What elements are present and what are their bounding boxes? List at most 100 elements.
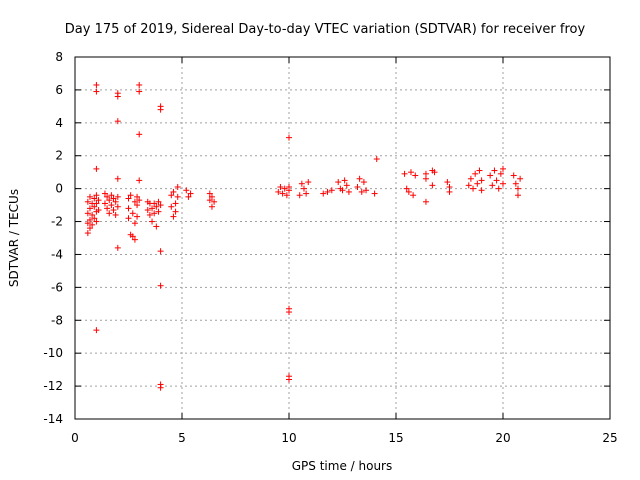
data-point (84, 198, 91, 205)
data-point (286, 376, 292, 383)
data-point (151, 200, 158, 207)
y-axis-ticks: -14 -12 -10 -8 -6 -4 -2 0 2 4 6 8 (43, 50, 610, 426)
data-point (86, 216, 93, 223)
data-point (206, 190, 213, 197)
data-point (104, 193, 111, 200)
data-point (114, 93, 121, 100)
data-point (405, 188, 412, 195)
data-point (93, 218, 100, 225)
data-point (91, 195, 98, 202)
data-point (168, 192, 175, 199)
data-point (491, 167, 498, 174)
x-axis-ticks: 0 5 10 15 20 25 (71, 57, 618, 445)
data-point (410, 192, 417, 199)
data-point (114, 193, 121, 200)
data-point (489, 182, 496, 189)
y-tick-label: 4 (55, 116, 63, 130)
data-point (185, 193, 192, 200)
data-point (131, 236, 138, 243)
data-point (114, 118, 121, 125)
data-point (360, 179, 367, 186)
data-point (495, 185, 502, 192)
data-point (286, 134, 292, 141)
y-tick-label: -10 (43, 346, 63, 360)
data-point (144, 207, 151, 214)
data-point (136, 131, 143, 138)
data-point (86, 205, 93, 212)
data-point (345, 188, 352, 195)
data-point (157, 384, 164, 391)
data-point (157, 248, 164, 255)
data-point (125, 195, 132, 202)
data-point (324, 188, 331, 195)
data-point (136, 177, 143, 184)
data-point (343, 182, 350, 189)
data-point (358, 188, 365, 195)
data-point (125, 215, 132, 222)
data-point (136, 88, 143, 95)
data-point (300, 185, 307, 192)
data-point (170, 213, 177, 220)
data-point (149, 205, 156, 212)
y-tick-label: 8 (55, 50, 63, 64)
data-point (478, 177, 485, 184)
data-point (131, 220, 138, 227)
data-point (500, 165, 506, 172)
data-point (371, 190, 378, 197)
data-point (275, 188, 282, 195)
data-point (444, 179, 451, 186)
x-tick-label: 5 (178, 431, 186, 445)
x-tick-label: 20 (495, 431, 510, 445)
y-tick-label: -6 (51, 280, 63, 294)
data-point (131, 198, 138, 205)
data-point (373, 156, 380, 163)
data-point (183, 187, 190, 194)
data-point (281, 185, 288, 192)
y-tick-label: 0 (55, 182, 63, 196)
data-point (157, 202, 164, 209)
data-point (86, 225, 93, 232)
data-point (84, 220, 91, 227)
data-point (136, 81, 143, 88)
data-point (110, 207, 117, 214)
data-point (514, 185, 521, 192)
data-point (279, 190, 286, 197)
data-point (446, 188, 453, 195)
data-point (127, 192, 134, 199)
data-point (512, 180, 519, 187)
data-point (472, 170, 479, 177)
data-point (206, 197, 213, 204)
y-tick-label: 6 (55, 83, 63, 97)
data-point (146, 211, 153, 218)
data-point (493, 177, 500, 184)
data-point (305, 179, 312, 186)
y-tick-label: -12 (43, 379, 63, 393)
y-axis-label: SDTVAR / TECUs (7, 189, 21, 287)
data-point (277, 183, 284, 190)
data-point (478, 187, 485, 194)
data-point (363, 187, 370, 194)
data-point (401, 170, 408, 177)
data-point (407, 169, 414, 176)
data-point (286, 183, 292, 190)
data-point (422, 175, 429, 182)
data-point (157, 282, 164, 289)
x-tick-label: 15 (388, 431, 403, 445)
data-point (149, 218, 156, 225)
data-point (168, 203, 175, 210)
data-point (91, 215, 98, 222)
data-point (497, 170, 504, 177)
data-point (93, 200, 100, 207)
data-point (106, 210, 113, 217)
data-point (174, 183, 181, 190)
grid (75, 57, 610, 419)
data-point (429, 182, 436, 189)
data-point (108, 192, 115, 199)
chart-title: Day 175 of 2019, Sidereal Day-to-day VTE… (65, 22, 586, 37)
data-point (86, 193, 93, 200)
data-point (514, 192, 521, 199)
data-point (476, 167, 483, 174)
data-point (208, 203, 215, 210)
data-point (172, 208, 179, 215)
data-point (112, 198, 119, 205)
